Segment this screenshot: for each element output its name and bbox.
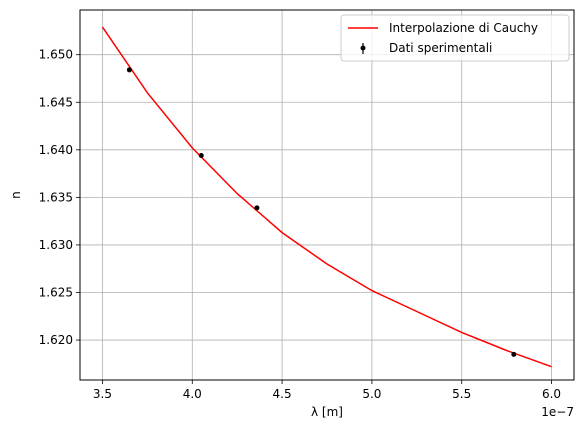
y-tick-label: 1.635 [39,190,73,204]
cauchy-fit-line [101,26,552,368]
data-point [511,351,517,357]
y-tick-label: 1.620 [39,333,73,347]
y-tick-label: 1.630 [39,238,73,252]
legend-box [340,14,570,62]
y-tick-label: 1.625 [39,285,73,299]
legend-label-line: Interpolazione di Cauchy [389,21,538,35]
x-tick-label: 5.5 [452,387,471,401]
y-tick-label: 1.650 [39,48,73,62]
plot-area [101,26,552,368]
axes-frame [79,9,575,381]
x-tick-label: 4.0 [183,387,202,401]
legend-label-points: Dati sperimentali [389,41,492,55]
y-tick-label: 1.640 [39,143,73,157]
y-tick-label: 1.645 [39,95,73,109]
ticks: 3.5 4.0 4.5 5.0 5.5 6.0 1.620 1.625 1.630 1.635 1.… [39,48,561,401]
legend: Interpolazione di Cauchy Dati sperimenta… [340,14,570,62]
legend-marker-swatch [360,45,366,51]
y-axis-label: n [9,191,23,199]
data-point [198,153,204,159]
data-point [126,67,132,73]
x-tick-label: 6.0 [542,387,561,401]
x-axis-label: λ [m] [311,405,343,419]
x-tick-label: 5.0 [362,387,381,401]
x-tick-label: 3.5 [93,387,112,401]
x-tick-label: 4.5 [273,387,292,401]
x-axis-offset-label: 1e−7 [541,405,574,419]
data-point [254,205,260,211]
